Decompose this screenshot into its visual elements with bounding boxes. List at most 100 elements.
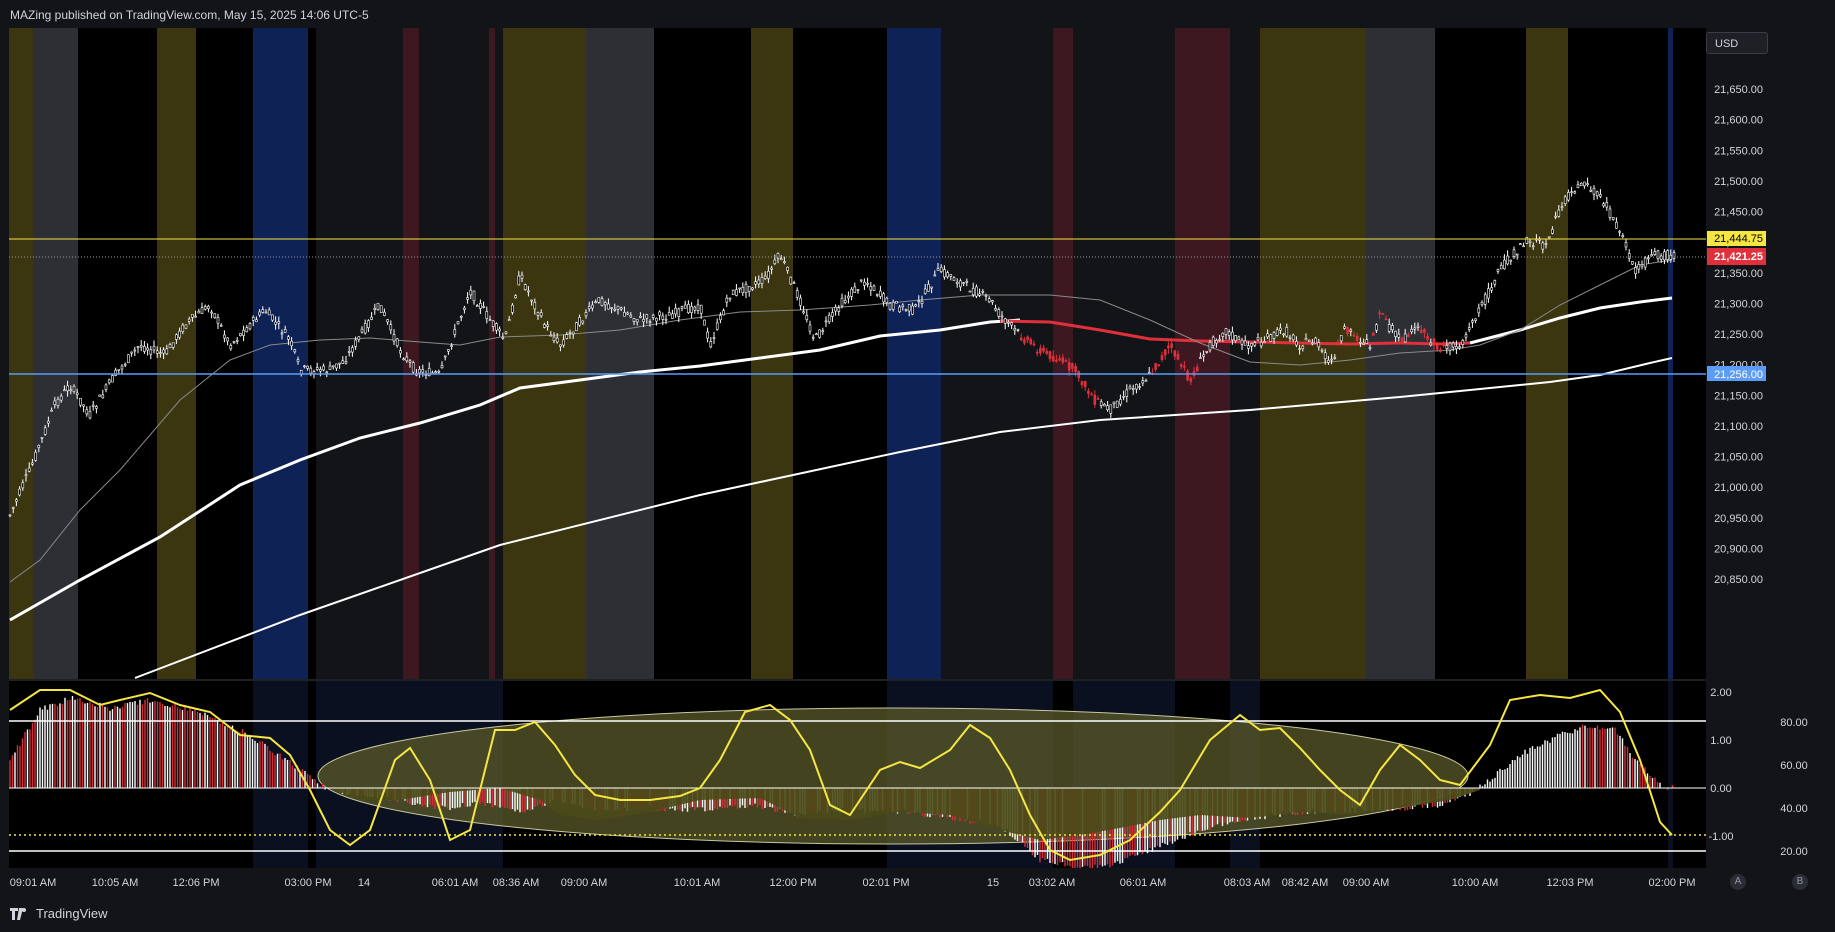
candle-body [347,351,351,353]
candle-body [235,339,239,342]
candle-body [952,277,956,281]
candle-body [1618,231,1621,233]
candle-body [1656,250,1660,259]
candle-body [1362,342,1365,345]
candle-body [738,287,741,290]
candle-body [319,369,322,372]
oscillator-axis-ticks: 2.00 1.00 0.00 -1.00 80.00 60.00 40.00 20.00 [1708,687,1807,858]
candle-body [418,369,421,374]
candle-body [1640,264,1644,267]
candle-body [546,324,549,327]
candle-body [696,304,700,311]
candle-body [277,321,281,324]
candle-body [450,345,453,347]
candle-body [1547,236,1551,239]
candle-body [50,409,53,412]
candle-body [1087,390,1090,394]
candle-body [712,337,716,339]
candle-body [773,259,777,264]
candle-body [1659,255,1663,260]
candle-body [485,311,489,319]
candle-body [136,346,140,348]
log-scale-button[interactable]: B [1792,874,1808,890]
candle-body [840,297,844,307]
candle-body [687,304,690,314]
candle-body [1602,203,1605,207]
candle-body [1026,336,1029,341]
candle-body [1647,257,1650,260]
candle-body [1199,357,1202,359]
candle-body [248,323,252,330]
candle-body [565,334,569,339]
candle-body [879,290,882,297]
oscillator-area [330,788,1480,840]
candle-body [309,367,313,374]
candle-body [1189,378,1193,382]
time-tick-label: 03:00 PM [284,877,331,889]
candle-body [280,332,284,335]
candle-body [635,319,639,323]
price-axis[interactable] [1706,28,1826,868]
ma-mid-tail [1469,296,1673,345]
currency-selector[interactable]: USD [1706,32,1768,54]
candle-body [1333,357,1337,359]
brand-footer[interactable]: TradingView [10,906,108,921]
candle-body [1487,288,1490,299]
candle-body [507,319,511,322]
candle-body [1352,334,1356,337]
candle-body [117,369,121,371]
session-zone [887,28,941,679]
time-axis[interactable] [9,868,1706,895]
candle-body [245,327,249,333]
candle-body [53,400,57,405]
candle-body [1339,335,1343,342]
candle-body [1631,261,1634,265]
price-tick-label: 21,350.00 [1714,268,1763,280]
auto-scale-button[interactable]: A [1730,874,1746,890]
candle-body [936,268,940,271]
candle-body [962,282,965,284]
candle-body [1567,192,1570,201]
candle-body [520,274,524,279]
resistance-value: 21,444.75 [1714,233,1763,245]
candle-body [427,367,431,377]
candle-body [1115,400,1119,408]
candle-body [1515,253,1519,256]
candle-body [466,297,469,300]
candle-body [648,321,652,323]
candle-body [1243,340,1247,346]
candle-body [1672,252,1676,259]
candle-body [767,271,770,279]
time-tick-label: 10:00 AM [1452,877,1498,889]
candle-body [488,319,492,322]
candle-body [1160,355,1164,360]
candle-body [133,349,137,352]
candle-body [600,298,604,306]
time-tick-label: 09:00 AM [561,877,607,889]
candle-body [1595,191,1599,197]
candle-body [1323,352,1327,359]
candle-body [677,308,681,318]
session-zone [1073,28,1175,679]
candle-body [853,286,857,293]
highlight-ellipse[interactable] [317,707,1469,845]
candle-body [562,339,565,346]
candle-body [904,308,908,311]
candle-body [111,375,114,383]
candle-body [194,315,197,318]
candle-body [367,320,370,329]
candle-body [261,309,265,313]
candle-body [863,281,866,286]
candle-body [1455,346,1458,350]
candle-body [555,337,559,343]
support-value: 21,256.00 [1714,369,1763,381]
candle-body [1461,339,1465,345]
candle-body [216,317,220,324]
candle-body [72,385,76,392]
candle-body [1368,347,1372,349]
candle-body [293,349,297,353]
candle-body [424,374,428,376]
candle-body [56,398,60,406]
candle-body [1282,333,1285,336]
